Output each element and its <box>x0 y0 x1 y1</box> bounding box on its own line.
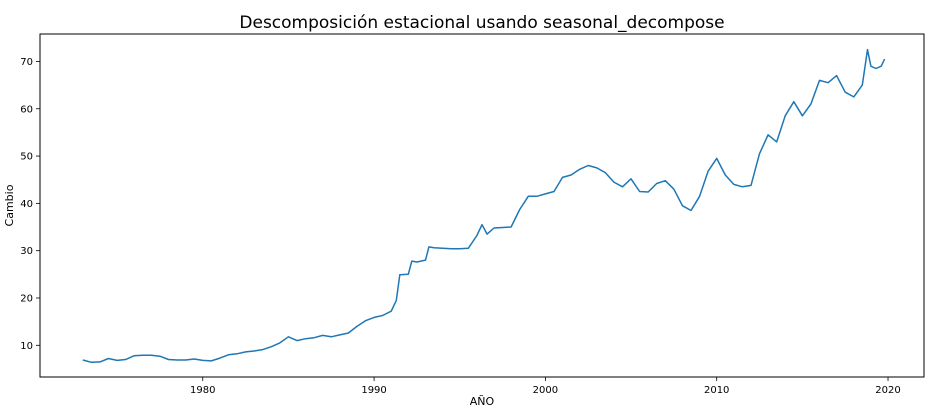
y-axis: 10 20 30 40 50 60 70 <box>20 57 40 352</box>
y-tick-label: 30 <box>20 246 33 257</box>
y-tick-label: 20 <box>20 293 33 304</box>
x-tick-label: 2010 <box>704 385 729 396</box>
x-axis-label: AÑO <box>470 395 495 408</box>
chart-title: Descomposición estacional usando seasona… <box>239 13 724 33</box>
series-line <box>82 48 886 364</box>
x-tick-label: 1990 <box>361 385 386 396</box>
series-group <box>82 48 886 364</box>
y-axis-label: Cambio <box>3 184 16 226</box>
y-tick-label: 70 <box>20 57 33 68</box>
x-tick-label: 2000 <box>533 385 558 396</box>
y-tick-label: 10 <box>20 341 33 352</box>
x-tick-label: 1980 <box>190 385 215 396</box>
plot-frame <box>39 33 925 378</box>
y-tick-label: 40 <box>20 199 33 210</box>
y-tick-label: 50 <box>20 152 33 163</box>
y-tick-label: 60 <box>20 104 33 115</box>
x-axis: 1980 1990 2000 2010 2020 <box>190 377 901 396</box>
x-tick-label: 2020 <box>875 385 900 396</box>
plot-area: 1980 1990 2000 2010 2020 10 20 30 40 50 60 70 <box>20 33 925 396</box>
